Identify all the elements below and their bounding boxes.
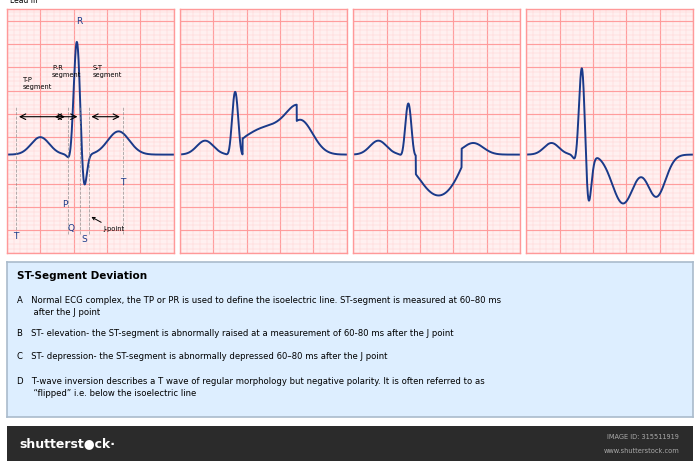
Text: D   T-wave inversion describes a T wave of regular morphology but negative polar: D T-wave inversion describes a T wave of… xyxy=(18,377,485,398)
Text: Lead III: Lead III xyxy=(10,0,38,5)
Text: T: T xyxy=(120,178,125,187)
Text: S: S xyxy=(81,235,88,245)
Text: T-P
segment: T-P segment xyxy=(23,77,52,90)
Text: S-T
segment: S-T segment xyxy=(92,65,122,78)
Text: P: P xyxy=(62,200,67,209)
Text: Q: Q xyxy=(68,225,75,233)
Text: R: R xyxy=(76,17,83,27)
Text: ST-Segment Deviation: ST-Segment Deviation xyxy=(18,271,148,281)
Text: A   Normal ECG complex, the TP or PR is used to define the isoelectric line. ST-: A Normal ECG complex, the TP or PR is us… xyxy=(18,296,501,317)
Text: www.shutterstock.com: www.shutterstock.com xyxy=(603,448,679,454)
Text: J-point: J-point xyxy=(92,218,125,233)
Text: B   ST- elevation- the ST-segment is abnormally raised at a measurement of 60-80: B ST- elevation- the ST-segment is abnor… xyxy=(18,329,454,338)
Text: P-R
segment: P-R segment xyxy=(52,65,81,78)
Text: C   ST- depression- the ST-segment is abnormally depressed 60–80 ms after the J : C ST- depression- the ST-segment is abno… xyxy=(18,352,388,361)
Text: IMAGE ID: 315511919: IMAGE ID: 315511919 xyxy=(608,434,679,440)
Text: T: T xyxy=(13,232,19,241)
Text: shutterst●ck·: shutterst●ck· xyxy=(20,437,116,450)
